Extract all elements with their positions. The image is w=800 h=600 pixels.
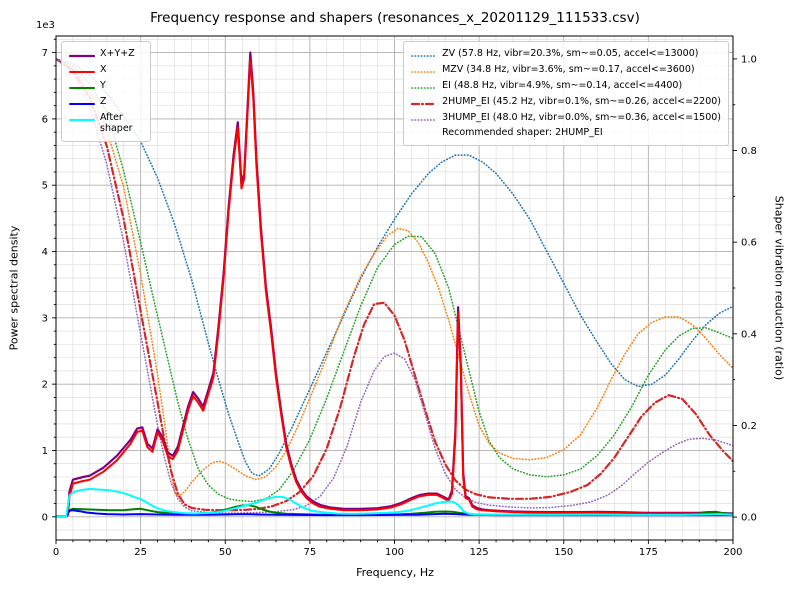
legend-entry-label: ZV (57.8 Hz, vibr=20.3%, sm~=0.05, accel… [442, 48, 699, 59]
legend-entry: After shaper [69, 112, 143, 136]
legend-entry-label: X [100, 63, 107, 75]
legend-entry: EI (48.8 Hz, vibr=4.9%, sm~=0.14, accel<… [411, 80, 721, 95]
svg-text:25: 25 [134, 547, 147, 558]
svg-text:150: 150 [554, 547, 573, 558]
legend-line-sample [411, 71, 437, 73]
legend-entry: X+Y+Z [68, 48, 143, 63]
svg-text:200: 200 [723, 547, 742, 558]
legend-line-sample [69, 118, 95, 121]
svg-text:0.8: 0.8 [741, 146, 757, 157]
tick-labels: 0 25 50 75 100 125 150 175 200 0 1 2 3 4 5 6 7 0.0 0.2 0.4 0… [42, 48, 757, 558]
legend-line-sample [69, 86, 95, 89]
legend-entry-label: EI (48.8 Hz, vibr=4.9%, sm~=0.14, accel<… [442, 79, 683, 91]
x-axis-label: Frequency, Hz [356, 566, 434, 579]
series-zv [56, 58, 733, 477]
svg-text:1: 1 [42, 446, 48, 457]
series-x [56, 58, 733, 518]
legend-entry-label: 3HUMP_EI (48.0 Hz, vibr=0.0%, sm~=0.36, … [442, 111, 721, 123]
svg-text:0.6: 0.6 [741, 238, 757, 249]
legend-entry: Z [69, 96, 143, 111]
legend-entry-label: 2HUMP_EI (45.2 Hz, vibr=0.1%, sm~=0.26, … [442, 95, 721, 107]
series-ei [56, 58, 733, 503]
legend-shapers: ZV (57.8 Hz, vibr=20.3%, sm~=0.05, accel… [403, 41, 729, 147]
legend-line-sample [411, 118, 437, 121]
svg-text:1.0: 1.0 [741, 54, 757, 65]
svg-text:6: 6 [42, 114, 48, 125]
legend-entry: Y [69, 80, 143, 95]
svg-text:3: 3 [42, 313, 48, 324]
legend-entry-label: Z [100, 95, 107, 107]
svg-text:125: 125 [470, 547, 489, 558]
legend-line-sample [411, 55, 437, 57]
svg-text:75: 75 [304, 547, 317, 558]
y-axis-offset-label: 1e3 [36, 20, 55, 31]
legend-entry: 2HUMP_EI (45.2 Hz, vibr=0.1%, sm~=0.26, … [410, 95, 721, 111]
svg-text:0: 0 [53, 547, 59, 558]
legend-entry: ZV (57.8 Hz, vibr=20.3%, sm~=0.05, accel… [411, 48, 721, 63]
svg-text:4: 4 [42, 247, 48, 258]
series-2hump-ei [56, 57, 733, 512]
legend-line-sample [69, 70, 95, 73]
legend-entry: 3HUMP_EI (48.0 Hz, vibr=0.0%, sm~=0.36, … [411, 112, 721, 127]
legend-line-sample [68, 54, 96, 58]
legend-entry-label: Recommended shaper: 2HUMP_EI [442, 127, 603, 139]
tick-marks [52, 38, 737, 544]
legend-entry-label: After shaper [100, 111, 133, 135]
svg-text:0.0: 0.0 [741, 513, 757, 524]
legend-entry-label: Y [100, 79, 106, 91]
series-after-shaper [56, 487, 733, 518]
svg-text:2: 2 [42, 380, 48, 391]
legend-motion-axes: X+Y+Z X Y Z After shaper [61, 41, 151, 143]
svg-text:175: 175 [639, 547, 658, 558]
legend-entry: Recommended shaper: 2HUMP_EI [411, 127, 721, 139]
legend-line-sample [411, 86, 437, 89]
svg-text:50: 50 [219, 547, 232, 558]
series-3hump-ei [56, 58, 733, 514]
svg-text:0.2: 0.2 [741, 421, 757, 432]
curves [56, 51, 733, 518]
svg-text:0.4: 0.4 [741, 329, 757, 340]
svg-text:0: 0 [42, 512, 48, 523]
legend-entry-label: X+Y+Z [100, 48, 135, 59]
svg-text:100: 100 [385, 547, 404, 558]
legend-entry: MZV (34.8 Hz, vibr=3.6%, sm~=0.17, accel… [411, 64, 721, 79]
svg-text:7: 7 [42, 48, 48, 59]
legend-entry-label: MZV (34.8 Hz, vibr=3.6%, sm~=0.17, accel… [442, 63, 695, 75]
legend-entry: X [69, 64, 143, 79]
svg-text:5: 5 [42, 181, 48, 192]
legend-line-sample [410, 102, 438, 105]
legend-line-sample [69, 102, 95, 105]
chart-title: Frequency response and shapers (resonanc… [150, 10, 640, 26]
